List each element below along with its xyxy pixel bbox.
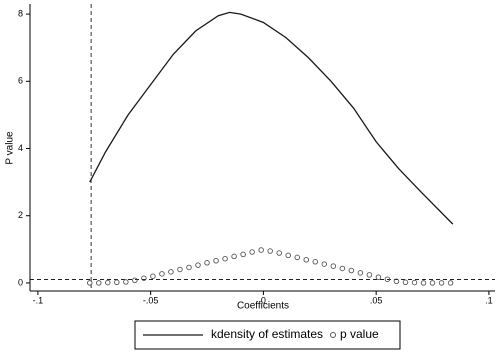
y-axis-title: P value — [5, 131, 16, 165]
scatter-point — [132, 277, 138, 283]
scatter-point — [411, 279, 418, 286]
scatter-point — [114, 279, 120, 286]
scatter-point — [285, 252, 291, 259]
scatter-point — [159, 271, 165, 277]
density-line — [89, 11, 454, 225]
y-tick-label: 2 — [18, 210, 23, 220]
scatter-point — [429, 280, 436, 286]
scatter-point — [393, 278, 400, 285]
scatter-point — [195, 262, 201, 268]
scatter-point — [384, 276, 391, 282]
scatter-point — [321, 261, 328, 267]
scatter-point — [213, 258, 219, 264]
scatter-point — [312, 259, 319, 265]
scatter-point — [267, 248, 273, 254]
scatter-point — [123, 279, 129, 285]
scatter-point — [357, 270, 364, 276]
y-tick-label: 4 — [18, 143, 23, 153]
scatter-point — [303, 256, 309, 263]
y-tick-label: 6 — [18, 76, 23, 86]
scatter-point — [375, 274, 382, 280]
x-tick-label: .1 — [485, 295, 493, 305]
y-tick-label: 0 — [18, 277, 23, 287]
legend-label: kdensity of estimates — [211, 327, 323, 341]
scatter-point — [294, 254, 300, 261]
scatter-point — [438, 280, 445, 286]
legend-swatch — [330, 332, 336, 338]
scatter-point — [420, 280, 427, 286]
scatter-point — [96, 280, 102, 286]
scatter-point — [330, 263, 337, 269]
scatter-point — [231, 253, 237, 260]
scatter-point — [141, 275, 147, 281]
scatter-point — [87, 280, 93, 286]
scatter-point — [240, 251, 246, 258]
scatter-point — [177, 266, 183, 273]
y-tick-label: 8 — [18, 8, 23, 18]
scatter-point — [402, 279, 409, 286]
scatter-point — [249, 249, 255, 255]
scatter-point — [204, 260, 210, 266]
x-tick-label: -.05 — [143, 295, 159, 305]
x-axis-title: Coefficients — [237, 301, 289, 312]
scatter-point — [168, 269, 174, 275]
legend-label: p value — [340, 327, 379, 341]
scatter-point — [339, 265, 346, 272]
scatter-point — [222, 255, 228, 262]
scatter-point — [447, 280, 454, 286]
scatter-point — [258, 247, 264, 253]
x-tick-label: -.1 — [33, 295, 44, 305]
scatter-point — [348, 267, 355, 274]
scatter-point — [150, 273, 156, 279]
scatter-point — [366, 272, 373, 278]
x-tick-label: .05 — [370, 295, 383, 305]
x-tick-label: 0 — [261, 295, 266, 305]
scatter-point — [276, 250, 282, 256]
scatter-point — [186, 264, 192, 271]
scatter-point — [105, 279, 111, 286]
